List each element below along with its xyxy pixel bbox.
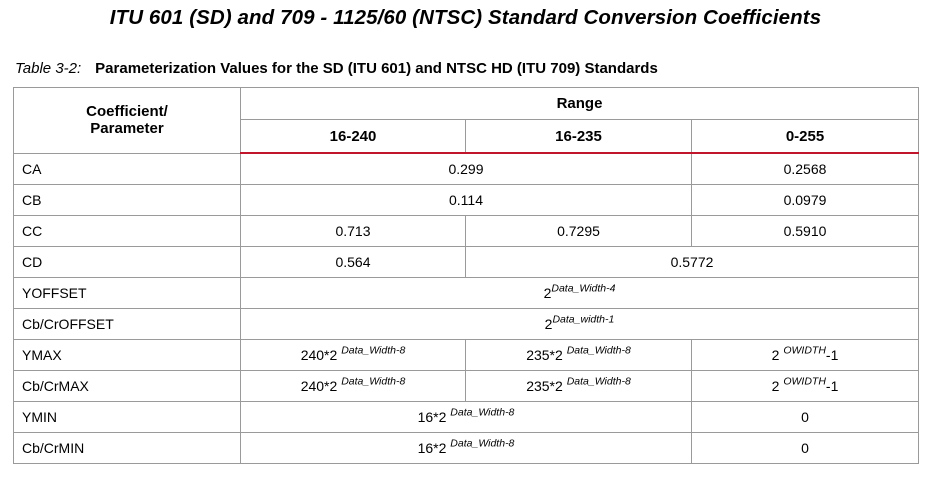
- row-label: YOFFSET: [13, 277, 241, 309]
- row-label: YMAX: [13, 339, 241, 371]
- column-header-0-255: 0-255: [690, 119, 920, 154]
- table-row-ymin: YMIN 16*2 Data_Width-8 0: [13, 401, 920, 433]
- row-label: CA: [13, 152, 241, 185]
- cell-value: 0.2568: [690, 152, 920, 185]
- row-label: CD: [13, 246, 241, 278]
- cell-value: 235*2 Data_Width-8: [465, 370, 692, 402]
- table-row-cbcrmax: Cb/CrMAX 240*2 Data_Width-8 235*2 Data_W…: [13, 370, 920, 402]
- table-caption: Table 3-2: Parameterization Values for th…: [15, 60, 658, 77]
- table-caption-text: Parameterization Values for the SD (ITU …: [95, 60, 658, 77]
- table-row-cb: CB 0.114 0.0979: [13, 184, 920, 216]
- column-header-16-240: 16-240: [240, 119, 466, 154]
- table-number: Table 3-2:: [15, 60, 82, 77]
- cell-value: 0.299: [240, 152, 692, 185]
- cell-value: 2Data_width-1: [239, 308, 920, 340]
- table-row-cbcroffset: Cb/CrOFFSET 2Data_width-1: [13, 308, 920, 340]
- row-label: Cb/CrMIN: [13, 432, 241, 464]
- coefficients-table: Coefficient/Parameter Range 16-240 16-23…: [13, 87, 920, 464]
- range-header: Range: [239, 87, 920, 120]
- cell-value: 0: [690, 401, 920, 433]
- row-label: CB: [13, 184, 241, 216]
- column-header-16-235: 16-235: [465, 119, 692, 154]
- cell-value: 0.0979: [690, 184, 920, 216]
- cell-value: 2Data_Width-4: [239, 277, 920, 309]
- cell-value: 0.564: [240, 246, 466, 278]
- cell-value: 0.5772: [464, 246, 920, 278]
- row-label: Cb/CrMAX: [13, 370, 241, 402]
- row-label: YMIN: [13, 401, 241, 433]
- cell-value: 235*2 Data_Width-8: [465, 339, 692, 371]
- table-row-cc: CC 0.713 0.7295 0.5910: [13, 215, 920, 247]
- cell-value: 0: [690, 432, 920, 464]
- table-row-ymax: YMAX 240*2 Data_Width-8 235*2 Data_Width…: [13, 339, 920, 371]
- page-title: ITU 601 (SD) and 709 - 1125/60 (NTSC) St…: [109, 6, 822, 29]
- row-label: Cb/CrOFFSET: [13, 308, 241, 340]
- cell-value: 16*2 Data_Width-8: [240, 432, 692, 464]
- param-column-header: Coefficient/Parameter: [13, 87, 241, 154]
- cell-value: 16*2 Data_Width-8: [240, 401, 692, 433]
- table-row-yoffset: YOFFSET 2Data_Width-4: [13, 277, 920, 309]
- cell-value: 240*2 Data_Width-8: [240, 370, 466, 402]
- row-label: CC: [13, 215, 241, 247]
- cell-value: 0.5910: [690, 215, 920, 247]
- cell-value: 240*2 Data_Width-8: [240, 339, 466, 371]
- table-row-cbcrmin: Cb/CrMIN 16*2 Data_Width-8 0: [13, 432, 920, 464]
- cell-value: 2 OWIDTH-1: [690, 370, 920, 402]
- table-row-cd: CD 0.564 0.5772: [13, 246, 920, 278]
- cell-value: 0.114: [240, 184, 692, 216]
- cell-value: 0.713: [240, 215, 466, 247]
- table-row-ca: CA 0.299 0.2568: [13, 152, 920, 185]
- cell-value: 0.7295: [465, 215, 692, 247]
- cell-value: 2 OWIDTH-1: [690, 339, 920, 371]
